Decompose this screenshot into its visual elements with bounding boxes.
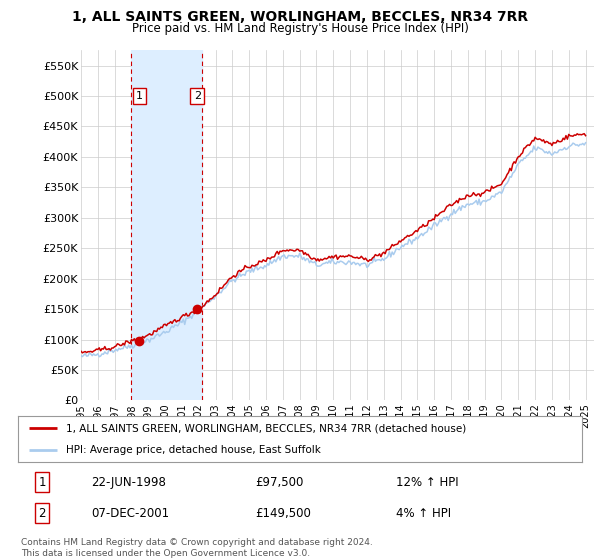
Text: 4% ↑ HPI: 4% ↑ HPI [396,507,451,520]
Text: Price paid vs. HM Land Registry's House Price Index (HPI): Price paid vs. HM Land Registry's House … [131,22,469,35]
Text: 2: 2 [194,91,201,101]
Text: 12% ↑ HPI: 12% ↑ HPI [396,475,458,489]
Text: 1, ALL SAINTS GREEN, WORLINGHAM, BECCLES, NR34 7RR (detached house): 1, ALL SAINTS GREEN, WORLINGHAM, BECCLES… [66,423,466,433]
Text: 2: 2 [38,507,46,520]
Text: 1: 1 [38,475,46,489]
Bar [131,50,202,400]
Text: Contains HM Land Registry data © Crown copyright and database right 2024.
This d: Contains HM Land Registry data © Crown c… [21,538,373,558]
Text: £97,500: £97,500 [255,475,303,489]
Text: 22-JUN-1998: 22-JUN-1998 [91,475,166,489]
Text: £149,500: £149,500 [255,507,311,520]
Text: 1, ALL SAINTS GREEN, WORLINGHAM, BECCLES, NR34 7RR: 1, ALL SAINTS GREEN, WORLINGHAM, BECCLES… [72,10,528,24]
Text: 1: 1 [136,91,143,101]
Text: 07-DEC-2001: 07-DEC-2001 [91,507,169,520]
Text: HPI: Average price, detached house, East Suffolk: HPI: Average price, detached house, East… [66,445,321,455]
